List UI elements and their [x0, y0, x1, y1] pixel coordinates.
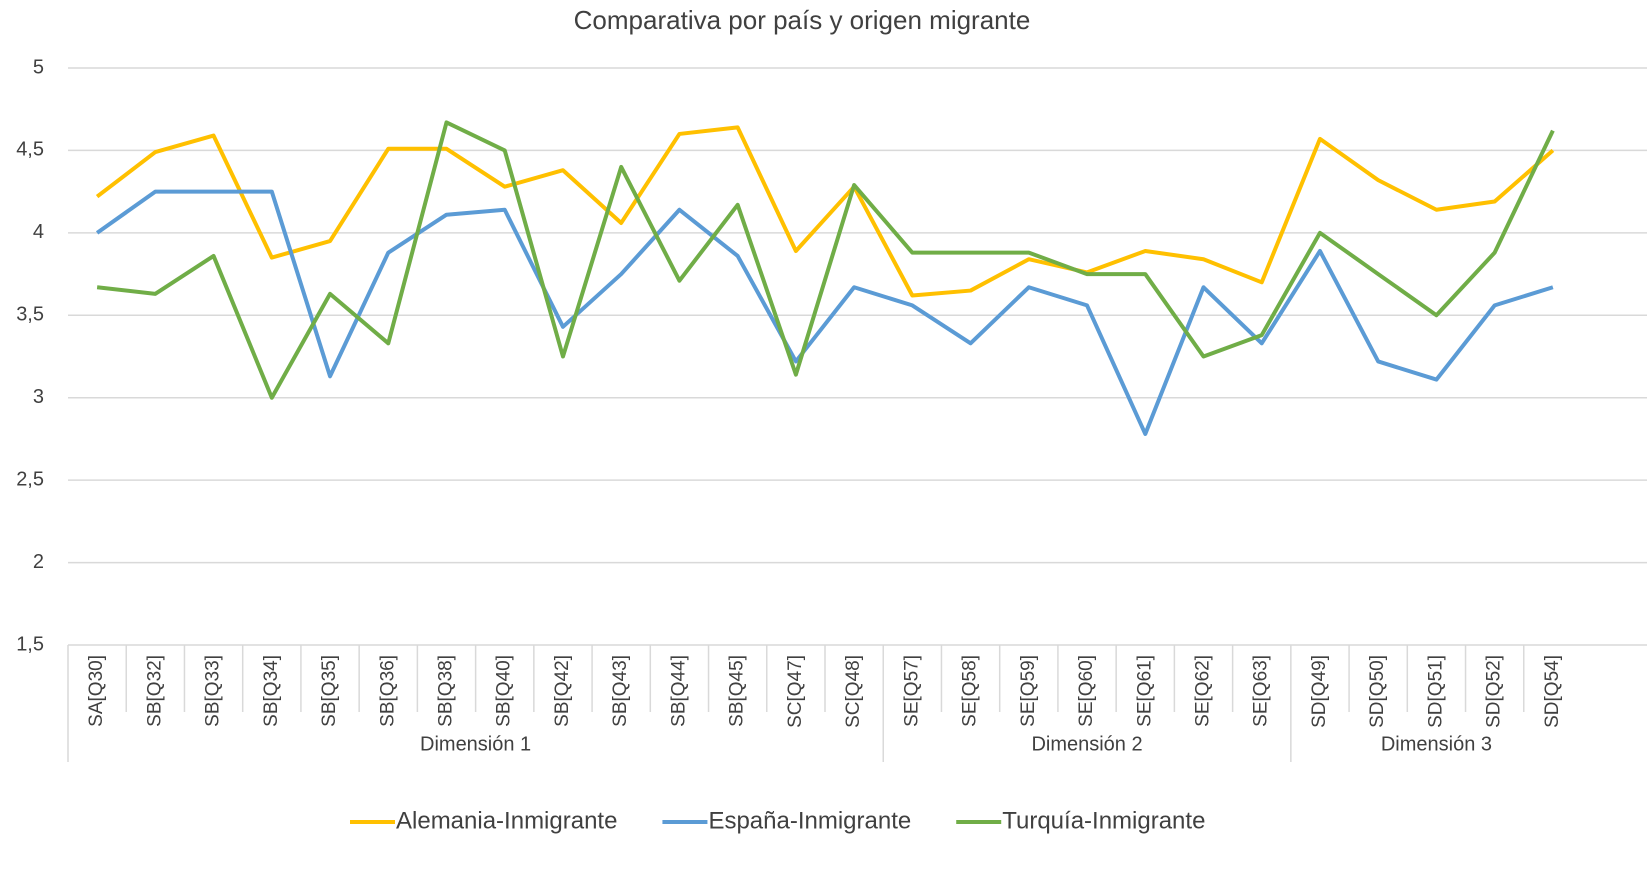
x-tick-label: SE[Q57] — [901, 655, 922, 727]
x-tick-label: SA[Q30] — [86, 655, 107, 727]
legend-label: Alemania-Inmigrante — [396, 807, 617, 834]
x-tick-label: SD[Q52] — [1484, 655, 1505, 728]
y-tick-label: 3,5 — [16, 304, 44, 326]
x-tick-label: SB[Q36] — [377, 655, 398, 727]
group-label: Dimensión 1 — [420, 733, 531, 755]
x-tick-label: SD[Q51] — [1425, 655, 1446, 728]
group-label: Dimensión 3 — [1381, 733, 1492, 755]
x-tick-label: SB[Q40] — [494, 655, 515, 727]
x-tick-label: SE[Q63] — [1251, 655, 1272, 727]
series-line — [95, 189, 1554, 436]
legend-label: España-Inmigrante — [708, 807, 911, 834]
x-tick-label: SE[Q59] — [1018, 655, 1039, 727]
x-tick-label: SC[Q48] — [843, 655, 864, 728]
y-tick-label: 4 — [33, 221, 44, 243]
x-tick-label: SB[Q43] — [610, 655, 631, 727]
x-tick-label: SB[Q45] — [727, 655, 748, 727]
x-tick-label: SE[Q60] — [1076, 655, 1097, 727]
y-tick-label: 1,5 — [16, 633, 44, 655]
x-tick-label: SB[Q32] — [144, 655, 165, 727]
x-tick-label: SD[Q50] — [1367, 655, 1388, 728]
chart-title: Comparativa por país y origen migrante — [574, 5, 1031, 35]
y-tick-label: 4,5 — [16, 139, 44, 161]
y-tick-label: 2 — [33, 551, 44, 573]
x-tick-label: SB[Q44] — [668, 655, 689, 727]
x-tick-label: SE[Q58] — [960, 655, 981, 727]
series-line — [96, 120, 1555, 400]
x-tick-label: SB[Q38] — [436, 655, 457, 727]
x-tick-label: SB[Q42] — [552, 655, 573, 727]
x-tick-label: SB[Q35] — [319, 655, 340, 727]
legend-label: Turquía-Inmigrante — [1002, 807, 1205, 834]
x-tick-label: SE[Q62] — [1193, 655, 1214, 727]
x-tick-label: SB[Q34] — [261, 655, 282, 727]
x-tick-label: SE[Q61] — [1134, 655, 1155, 727]
y-tick-label: 3 — [33, 386, 44, 408]
y-tick-label: 2,5 — [16, 468, 44, 490]
x-tick-label: SB[Q33] — [203, 655, 224, 727]
y-tick-label: 5 — [33, 56, 44, 78]
x-tick-label: SD[Q54] — [1542, 655, 1563, 728]
series-line — [95, 125, 1555, 298]
group-label: Dimensión 2 — [1031, 733, 1142, 755]
x-tick-label: SC[Q47] — [785, 655, 806, 728]
x-tick-label: SD[Q49] — [1309, 655, 1330, 728]
